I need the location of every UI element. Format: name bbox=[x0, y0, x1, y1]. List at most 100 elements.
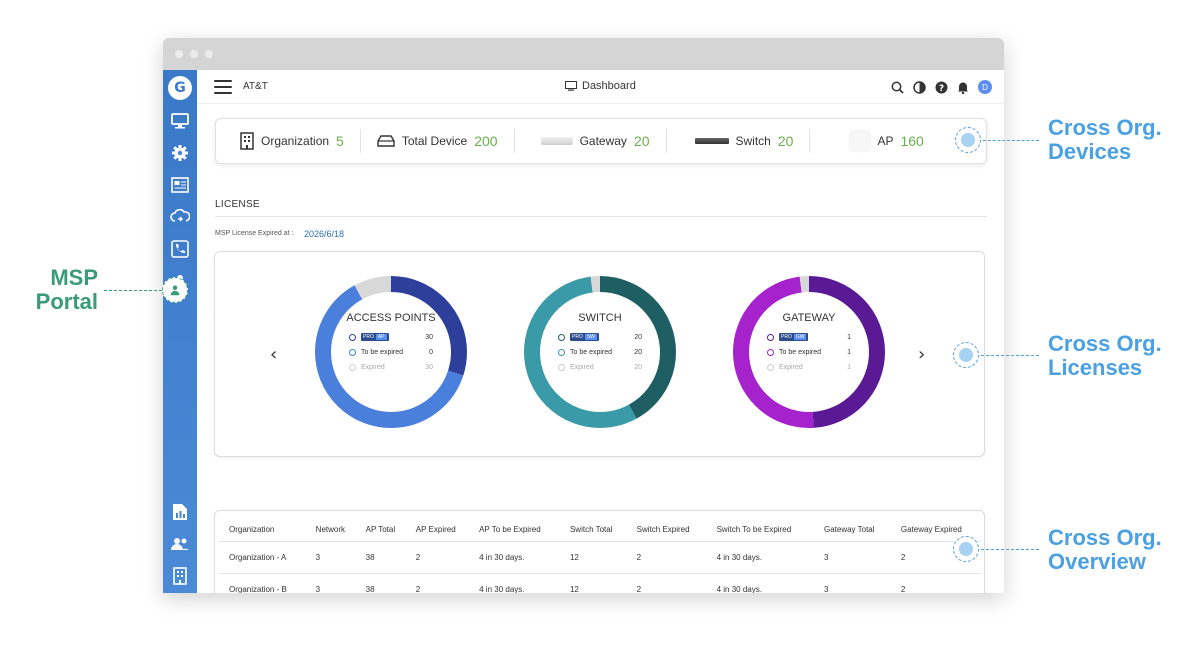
window-dot[interactable] bbox=[190, 50, 198, 58]
column-header[interactable]: AP Total bbox=[355, 511, 406, 542]
license-carousel: ‹ › ACCESS POINTS PRO AP 30 To be expired… bbox=[214, 251, 985, 457]
license-donut-card[interactable]: ACCESS POINTS PRO AP 30 To be expired 0 E… bbox=[309, 270, 473, 434]
msp-portal-callout-line bbox=[104, 290, 162, 291]
window-dot[interactable] bbox=[205, 50, 213, 58]
legend-label: Expired bbox=[570, 363, 594, 371]
donut-ring bbox=[733, 276, 885, 428]
legend-value: 1 bbox=[847, 333, 851, 341]
table-cell: 2 bbox=[890, 573, 981, 593]
msp-license-expired-label: MSP License Expired at : bbox=[215, 230, 294, 237]
gear-icon[interactable] bbox=[169, 142, 191, 164]
ap-label: AP bbox=[877, 134, 894, 148]
gateway-device-image bbox=[540, 137, 573, 145]
table-cell: 3 bbox=[813, 573, 891, 593]
theme-toggle-icon[interactable] bbox=[913, 80, 926, 94]
donut-title: SWITCH bbox=[578, 311, 622, 324]
legend-label: To be expired bbox=[570, 348, 613, 356]
building-icon bbox=[240, 132, 254, 150]
newspaper-icon[interactable] bbox=[169, 174, 191, 196]
bell-icon[interactable] bbox=[957, 81, 969, 94]
msp-portal-callout-line1: MSP bbox=[50, 265, 98, 290]
switch-device-image bbox=[694, 138, 729, 144]
legend-marker bbox=[558, 333, 565, 341]
pro-badge: PRO AP bbox=[361, 333, 389, 341]
chevron-right-icon[interactable]: › bbox=[918, 344, 926, 365]
device-tray-icon bbox=[377, 135, 395, 147]
legend-label: PRO SW bbox=[570, 333, 624, 341]
msp-portal-callout-marker bbox=[162, 277, 188, 303]
devices-callout-marker bbox=[955, 127, 981, 153]
table-cell: 2 bbox=[405, 573, 470, 593]
organization-count[interactable]: Organization 5 bbox=[216, 129, 360, 153]
divider bbox=[215, 216, 987, 217]
legend-marker bbox=[349, 333, 356, 341]
legend-pro: PRO SW 20 bbox=[558, 330, 642, 345]
app-logo[interactable]: G bbox=[168, 76, 192, 100]
license-donut-card[interactable]: GATEWAY PRO GW 1 To be expired 1 Expired … bbox=[727, 270, 891, 434]
building-icon[interactable] bbox=[169, 565, 191, 587]
ap-count[interactable]: AP 160 bbox=[809, 129, 939, 153]
legend-label: Expired bbox=[361, 363, 385, 371]
sidebar: G bbox=[163, 70, 197, 593]
license-donut-card[interactable]: SWITCH PRO SW 20 To be expired 20 Expired… bbox=[518, 270, 682, 434]
legend-value: 20 bbox=[634, 363, 642, 371]
donut-segment bbox=[733, 276, 885, 428]
chevron-left-icon[interactable]: ‹ bbox=[270, 344, 278, 365]
users-icon[interactable] bbox=[169, 533, 191, 555]
table-cell: 4 in 30 days. bbox=[706, 573, 814, 593]
legend-marker bbox=[349, 348, 356, 356]
legend-to-be-expired: To be expired 1 bbox=[767, 345, 851, 360]
donut-segment bbox=[315, 276, 467, 428]
dashboard-content: Organization 5 Total Device 200 Gateway … bbox=[197, 104, 1004, 593]
table-row[interactable]: Organization - A 3 38 2 4 in 30 days. 12 2 4 in… bbox=[219, 541, 981, 574]
table-cell: 2 bbox=[626, 573, 707, 593]
legend-expired: Expired 1 bbox=[767, 360, 851, 375]
donut-center: GATEWAY PRO GW 1 To be expired 1 Expired … bbox=[727, 270, 891, 434]
donut-segment bbox=[524, 276, 676, 428]
switch-count[interactable]: Switch 20 bbox=[665, 129, 810, 153]
org-name[interactable]: AT&T bbox=[243, 81, 268, 92]
column-header[interactable]: Gateway Total bbox=[813, 511, 891, 542]
monitor-icon[interactable] bbox=[169, 110, 191, 132]
window-dot[interactable] bbox=[175, 50, 183, 58]
menu-icon[interactable] bbox=[214, 79, 232, 94]
phone-icon[interactable] bbox=[169, 238, 191, 260]
column-header[interactable]: AP To be Expired bbox=[469, 511, 560, 542]
table-cell: 12 bbox=[559, 541, 627, 574]
avatar[interactable]: D bbox=[978, 80, 992, 94]
devices-callout-line1: Cross Org. bbox=[1048, 115, 1162, 140]
column-header[interactable]: Network bbox=[305, 511, 356, 542]
column-header[interactable]: Organization bbox=[219, 511, 306, 542]
legend-label: Expired bbox=[779, 363, 803, 371]
topbar: AT&T Dashboard ? D bbox=[197, 70, 1004, 104]
overview-callout-line bbox=[981, 549, 1039, 550]
column-header[interactable]: AP Expired bbox=[405, 511, 470, 542]
table-cell: 4 in 30 days. bbox=[469, 573, 560, 593]
search-icon[interactable] bbox=[891, 81, 904, 94]
cloud-sync-icon[interactable] bbox=[169, 206, 191, 228]
gateway-count[interactable]: Gateway 20 bbox=[513, 129, 666, 153]
column-header[interactable]: Switch To be Expired bbox=[706, 511, 814, 542]
donut-ring bbox=[524, 276, 676, 428]
column-header[interactable]: Switch Total bbox=[559, 511, 627, 542]
legend-label: To be expired bbox=[361, 348, 404, 356]
total-device-count[interactable]: Total Device 200 bbox=[359, 129, 514, 153]
column-header[interactable]: Switch Expired bbox=[626, 511, 707, 542]
devices-callout-line2: Devices bbox=[1048, 139, 1132, 164]
organization-value: 5 bbox=[336, 133, 344, 149]
organization-label: Organization bbox=[261, 134, 330, 148]
page-title-text: Dashboard bbox=[582, 80, 636, 92]
table-cell: 38 bbox=[355, 541, 406, 574]
org-overview-table-card: Organization Network AP Total AP Expired AP … bbox=[214, 510, 985, 593]
table-cell: Organization - B bbox=[219, 573, 306, 593]
donut-segment bbox=[524, 276, 676, 428]
help-icon[interactable]: ? bbox=[935, 81, 948, 94]
report-icon[interactable] bbox=[169, 501, 191, 523]
overview-callout-marker bbox=[953, 536, 979, 562]
table-row[interactable]: Organization - B 3 38 2 4 in 30 days. 12 2 4 in… bbox=[219, 573, 981, 593]
table-cell: 2 bbox=[626, 541, 707, 574]
legend-to-be-expired: To be expired 20 bbox=[558, 345, 642, 360]
licenses-callout-line1: Cross Org. bbox=[1048, 331, 1162, 356]
legend-value: 1 bbox=[847, 363, 851, 371]
